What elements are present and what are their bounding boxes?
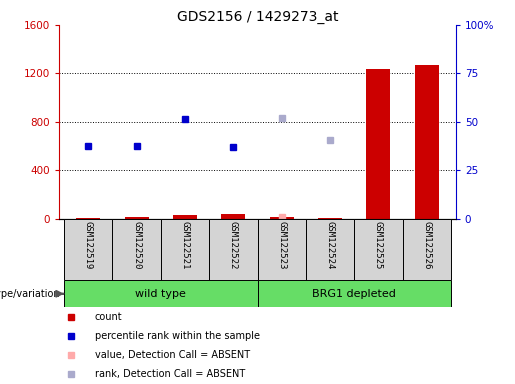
Bar [209,219,258,280]
Bar [403,219,451,280]
Bar [258,280,451,307]
Text: GSM122523: GSM122523 [277,221,286,269]
Bar [258,219,306,280]
Bar [306,219,354,280]
Text: GSM122521: GSM122521 [180,221,190,269]
Text: count: count [95,312,123,322]
Text: GSM122519: GSM122519 [84,221,93,269]
Text: GSM122525: GSM122525 [374,221,383,269]
Title: GDS2156 / 1429273_at: GDS2156 / 1429273_at [177,10,338,24]
Text: GSM122522: GSM122522 [229,221,238,269]
Bar [76,218,100,219]
Text: rank, Detection Call = ABSENT: rank, Detection Call = ABSENT [95,369,245,379]
Text: genotype/variation: genotype/variation [0,289,60,299]
Text: percentile rank within the sample: percentile rank within the sample [95,331,260,341]
Bar [318,218,342,219]
Bar [415,65,439,219]
Text: GSM122526: GSM122526 [422,221,431,269]
Bar [354,219,403,280]
Bar [64,219,112,280]
Bar [269,217,294,219]
Bar [366,69,390,219]
Bar [64,280,258,307]
Bar [112,219,161,280]
Bar [173,215,197,219]
Text: BRG1 depleted: BRG1 depleted [312,289,396,299]
Bar [161,219,209,280]
Text: GSM122524: GSM122524 [325,221,335,269]
Text: value, Detection Call = ABSENT: value, Detection Call = ABSENT [95,350,250,360]
Text: GSM122520: GSM122520 [132,221,141,269]
Bar [125,217,149,219]
Text: wild type: wild type [135,289,186,299]
Bar [221,214,246,219]
